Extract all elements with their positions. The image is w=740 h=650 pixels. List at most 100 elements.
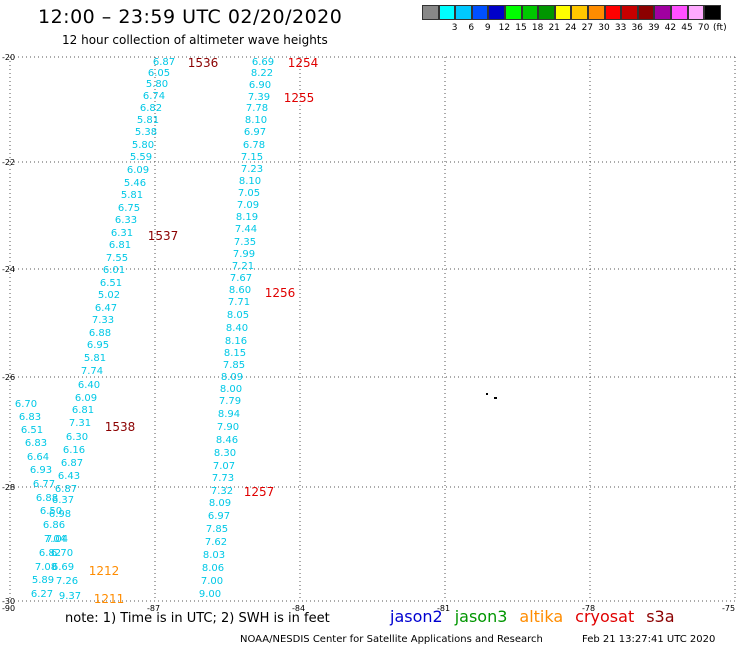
longitude-label: -87 [147,604,160,613]
wave-height-value: 8.40 [226,323,248,334]
legend-swatch [588,5,605,20]
wave-height-value: 6.88 [36,493,58,504]
legend-swatch [422,5,439,20]
legend-label: 18 [531,23,544,33]
legend-swatch [471,5,489,20]
legend-label: 15 [515,23,527,33]
wave-height-value: 6.83 [25,438,47,449]
wave-height-value: 8.10 [239,176,261,187]
wave-height-value: 6.83 [19,412,41,423]
wave-height-value: 6.47 [95,303,117,314]
wave-height-value: 5.59 [130,152,152,163]
pass-time-label: 1255 [284,91,315,105]
pass-time-label: 1256 [265,286,296,300]
wave-height-value: 6.09 [127,165,149,176]
legend-swatch [671,5,688,20]
legend-swatch [505,5,522,20]
wave-height-value: 7.73 [212,473,234,484]
wave-height-value: 6.82 [140,103,162,114]
wave-height-value: 7.09 [237,200,259,211]
legend-swatch [637,5,655,20]
wave-height-value: 6.64 [27,452,49,463]
altimeter-tracks: 6.876.055.806.746.825.815.385.805.596.09… [15,57,274,602]
wave-height-value: 8.00 [220,384,242,395]
wave-height-value: 7.05 [238,188,260,199]
wave-height-value: 7.67 [230,273,252,284]
legend-label: 21 [548,23,560,33]
wave-height-value: 8.94 [218,409,240,420]
wave-height-value: 7.08 [35,562,57,573]
wave-height-value: 7.33 [92,315,114,326]
legend-label: 12 [498,23,511,33]
legend-swatch [687,5,705,20]
map-title: 12:00 – 23:59 UTC 02/20/2020 [38,6,343,28]
generation-timestamp: Feb 21 13:27:41 UTC 2020 [582,634,716,645]
wave-height-value: 6.40 [78,380,100,391]
wave-height-value: 6.50 [40,506,62,517]
legend-swatch [654,5,671,20]
wave-height-value: 7.00 [201,576,223,587]
wave-height-value: 8.06 [202,563,224,574]
wave-height-value: 7.62 [205,537,227,548]
latitude-label: -26 [2,373,15,382]
wave-height-value: 8.05 [227,310,249,321]
pass-time-label: 1536 [188,56,219,70]
satellite-legend: jason2 jason3 altika cryosat s3a [390,607,687,626]
wave-height-value: 6.51 [21,425,43,436]
wave-height-value: 6.87 [55,484,77,495]
legend-swatch [554,5,572,20]
wave-height-value: 9.00 [199,589,221,600]
latitude-label: -30 [2,597,15,606]
wave-height-value: 6.09 [75,393,97,404]
wave-height-value: 7.79 [219,396,241,407]
wave-height-value: 5.81 [137,115,159,126]
wave-height-value: 6.51 [100,278,122,289]
wave-height-value: 7.90 [217,422,239,433]
wave-height-value: 7.21 [232,261,254,272]
wave-height-value: 6.27 [31,589,53,600]
wave-height-value: 6.05 [148,68,170,79]
pass-time-label: 1212 [89,564,120,578]
pass-time-label: 1254 [288,56,319,70]
wave-height-value: 7.85 [223,360,245,371]
wave-height-value: 7.31 [69,418,91,429]
latitude-label: -24 [2,265,15,274]
latitude-label: -28 [2,483,15,492]
wave-height-value: 6.70 [15,399,37,410]
wave-height-value: 8.16 [225,336,247,347]
wave-height-value: 7.71 [228,297,250,308]
wave-height-value: 6.81 [72,405,94,416]
wave-height-value: 6.43 [58,471,80,482]
wave-height-value: 6.01 [103,265,125,276]
legend-label: 30 [598,23,610,33]
wave-height-value: 5.46 [124,178,146,189]
legend-label: 45 [681,23,693,33]
wave-height-value: 6.97 [208,511,230,522]
satellite-name: cryosat [575,607,635,626]
longitude-label: -75 [722,604,735,613]
wave-height-value: 5.80 [146,79,168,90]
wave-height-value: 6.98 [49,509,71,520]
wave-height-value: 8.10 [245,115,267,126]
legend-label: 27 [581,23,594,33]
legend-swatch [538,5,555,20]
wave-height-value: 5.81 [84,353,106,364]
wave-height-value: 6.16 [63,445,85,456]
wave-height-value: 7.04 [46,534,68,545]
legend-label: 33 [614,23,627,33]
wave-height-value: 6.95 [87,340,109,351]
wave-height-value: 6.88 [89,328,111,339]
satellite-name: jason3 [454,607,508,626]
legend-label: 36 [631,23,643,33]
legend-swatch [604,5,622,20]
units-note: note: 1) Time is in UTC; 2) SWH is in fe… [65,611,330,626]
wave-height-value: 5.02 [98,290,120,301]
wave-height-value: 6.75 [118,203,140,214]
map-subtitle: 12 hour collection of altimeter wave hei… [62,33,328,47]
wave-height-value: 6.82 [39,548,61,559]
wave-height-value: 6.90 [249,80,271,91]
wave-height-value: 6.69 [52,562,74,573]
wave-height-value: 8.22 [251,68,273,79]
wave-height-value: 7.26 [56,576,78,587]
